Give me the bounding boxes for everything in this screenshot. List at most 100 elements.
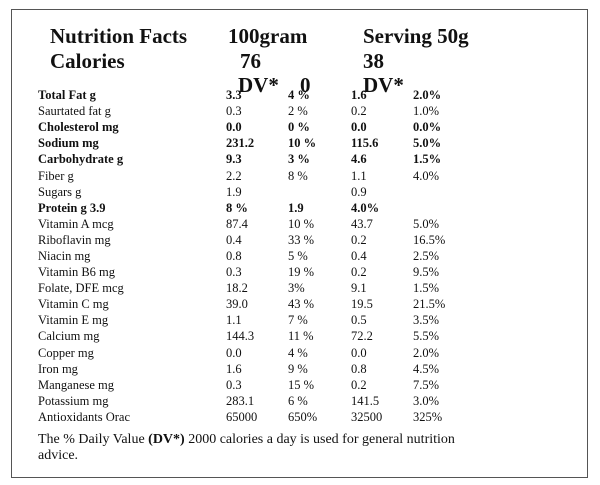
value-100g: 87.4 bbox=[226, 216, 248, 231]
value-100g: 1.1 bbox=[226, 313, 242, 328]
footer-prefix: The % Daily Value bbox=[38, 432, 149, 447]
value-100g: 231.2 bbox=[226, 136, 255, 151]
dv-100g: 3 % bbox=[288, 152, 310, 167]
dv-100g: 10 % bbox=[288, 216, 315, 231]
nutrient-row: Vitamin A mcg 87.4 10 % 43.7 5.0% bbox=[38, 216, 493, 232]
value-100g: 0.0 bbox=[226, 345, 242, 360]
value-100g: 2.2 bbox=[226, 168, 242, 183]
dv-100g: 11 % bbox=[288, 329, 314, 344]
dv-serving: 1.5% bbox=[413, 152, 442, 167]
nutrient-row: Protein g 3.9 8 % 1.9 4.0% bbox=[38, 200, 493, 216]
dv-serving: 3.5% bbox=[413, 313, 440, 328]
nutrient-row: Niacin mg 0.8 5 % 0.4 2.5% bbox=[38, 248, 493, 264]
nutrient-name: Protein g 3.9 bbox=[38, 200, 106, 215]
nutrient-row: Vitamin C mg 39.0 43 % 19.5 21.5% bbox=[38, 296, 493, 312]
value-serving: 0.2 bbox=[351, 265, 367, 280]
dv-100g: 1.9 bbox=[288, 200, 304, 215]
nutrient-row: Sugars g 1.9 0.9 bbox=[38, 184, 493, 200]
dv-100g: 650% bbox=[288, 409, 318, 424]
nutrient-name: Saurtated fat g bbox=[38, 104, 111, 119]
value-100g: 0.8 bbox=[226, 248, 242, 263]
dv-100g: 8 % bbox=[288, 168, 308, 183]
value-serving: 43.7 bbox=[351, 216, 373, 231]
nutrient-row: Antioxidants Orac 65000 650% 32500 325% bbox=[38, 409, 493, 425]
nutrient-name: Iron mg bbox=[38, 361, 78, 376]
value-serving: 32500 bbox=[351, 409, 383, 424]
nutrient-name: Potassium mg bbox=[38, 393, 109, 408]
nutrient-name: Sodium mg bbox=[38, 136, 99, 151]
nutrient-row: Vitamin E mg 1.1 7 % 0.5 3.5% bbox=[38, 312, 493, 328]
dv-serving: 4.0% bbox=[413, 168, 440, 183]
nutrition-facts-title: Nutrition Facts bbox=[50, 24, 188, 48]
dv-serving: 5.0% bbox=[413, 136, 442, 151]
dv-zero-header: 0 bbox=[300, 73, 311, 97]
calories-label: Calories bbox=[50, 49, 125, 73]
per-100g-header: 100gram bbox=[228, 24, 308, 48]
dv-100g: 19 % bbox=[288, 265, 315, 280]
nutrient-row: Copper mg 0.0 4 % 0.0 2.0% bbox=[38, 345, 493, 361]
dv-100g: 7 % bbox=[288, 313, 308, 328]
dv-serving: 16.5% bbox=[413, 232, 446, 247]
nutrient-name: Sugars g bbox=[38, 184, 82, 199]
nutrient-name: Copper mg bbox=[38, 345, 94, 360]
value-serving: 0.9 bbox=[351, 184, 367, 199]
dv-100g: 10 % bbox=[288, 136, 317, 151]
value-serving: 0.2 bbox=[351, 232, 367, 247]
value-100g: 3.3 bbox=[226, 88, 242, 103]
nutrient-name: Calcium mg bbox=[38, 329, 100, 344]
dv-100g: 43 % bbox=[288, 297, 315, 312]
value-100g: 0.3 bbox=[226, 377, 242, 392]
dv-serving bbox=[413, 200, 493, 216]
nutrient-row: Manganese mg 0.3 15 % 0.2 7.5% bbox=[38, 377, 493, 393]
nutrient-row: Saurtated fat g 0.3 2 % 0.2 1.0% bbox=[38, 103, 493, 119]
value-100g: 0.3 bbox=[226, 104, 242, 119]
dv-serving: 5.5% bbox=[413, 329, 440, 344]
dv-serving: 9.5% bbox=[413, 265, 440, 280]
value-100g: 18.2 bbox=[226, 281, 248, 296]
value-100g: 65000 bbox=[226, 409, 258, 424]
dv-serving bbox=[413, 184, 493, 200]
value-100g: 283.1 bbox=[226, 393, 255, 408]
value-100g: 0.0 bbox=[226, 120, 242, 135]
value-100g: 39.0 bbox=[226, 297, 248, 312]
dv-serving: 2.0% bbox=[413, 345, 440, 360]
nutrient-row: Folate, DFE mcg 18.2 3% 9.1 1.5% bbox=[38, 280, 493, 296]
value-serving: 0.0 bbox=[351, 120, 367, 135]
value-serving: 19.5 bbox=[351, 297, 373, 312]
dv-100g: 3% bbox=[288, 281, 305, 296]
value-100g: 1.6 bbox=[226, 361, 242, 376]
calories-serving-value: 38 bbox=[363, 49, 384, 73]
nutrient-name: Niacin mg bbox=[38, 248, 91, 263]
dv-header-serving: DV* bbox=[363, 73, 404, 97]
dv-100g: 4 % bbox=[288, 345, 308, 360]
footer-note: The % Daily Value (DV*) 2000 calories a … bbox=[38, 432, 498, 464]
nutrient-row: Total Fat g 3.3 4 % 1.6 2.0% bbox=[38, 87, 493, 103]
nutrient-row: Iron mg 1.6 9 % 0.8 4.5% bbox=[38, 361, 493, 377]
dv-100g bbox=[288, 184, 351, 200]
nutrient-name: Fiber g bbox=[38, 168, 74, 183]
value-serving: 0.2 bbox=[351, 377, 367, 392]
nutrient-row: Potassium mg 283.1 6 % 141.5 3.0% bbox=[38, 393, 493, 409]
value-serving: 1.1 bbox=[351, 168, 367, 183]
nutrient-name: Cholesterol mg bbox=[38, 120, 119, 135]
value-serving: 0.2 bbox=[351, 104, 367, 119]
dv-serving: 2.0% bbox=[413, 88, 442, 103]
value-serving: 141.5 bbox=[351, 393, 380, 408]
nutrient-name: Carbohydrate g bbox=[38, 152, 124, 167]
serving-header: Serving 50g bbox=[363, 24, 469, 48]
value-serving: 115.6 bbox=[351, 136, 379, 151]
dv-serving: 3.0% bbox=[413, 393, 440, 408]
dv-100g: 9 % bbox=[288, 361, 308, 376]
dv-serving: 21.5% bbox=[413, 297, 446, 312]
nutrient-row: Cholesterol mg 0.0 0 % 0.0 0.0% bbox=[38, 119, 493, 135]
value-100g: 8 % bbox=[226, 200, 248, 215]
dv-header-100g: DV* bbox=[238, 73, 279, 97]
nutrition-panel bbox=[11, 9, 588, 478]
dv-serving: 1.5% bbox=[413, 281, 440, 296]
nutrient-row: Calcium mg 144.3 11 % 72.2 5.5% bbox=[38, 328, 493, 344]
nutrient-row: Sodium mg 231.2 10 % 115.6 5.0% bbox=[38, 135, 493, 151]
dv-serving: 1.0% bbox=[413, 104, 440, 119]
dv-100g: 15 % bbox=[288, 377, 315, 392]
dv-serving: 325% bbox=[413, 409, 443, 424]
nutrient-row: Vitamin B6 mg 0.3 19 % 0.2 9.5% bbox=[38, 264, 493, 280]
